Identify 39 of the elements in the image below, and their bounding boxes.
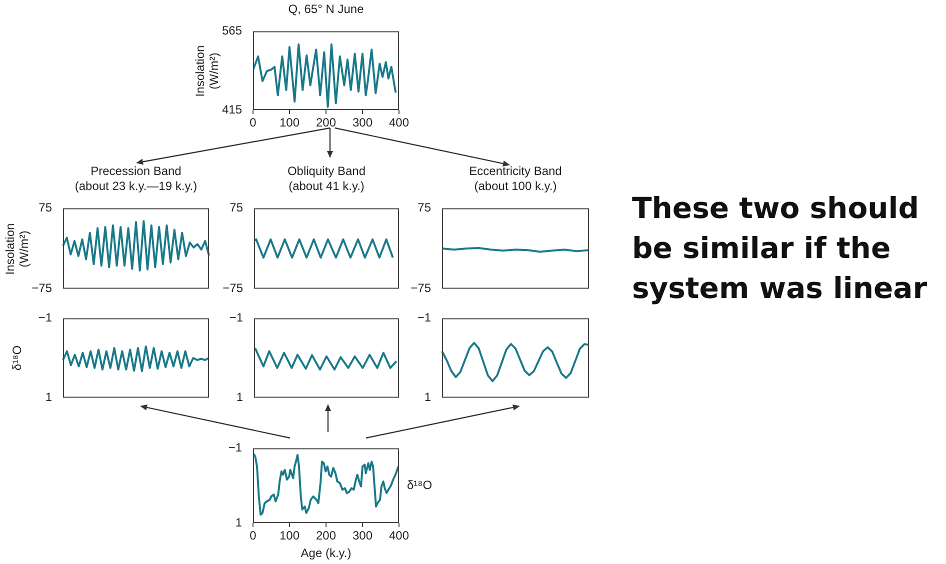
- y-tick-label: 1: [424, 390, 432, 404]
- x-axis-title: Age (k.y.): [300, 546, 352, 560]
- y-tick-label: −1: [229, 310, 244, 325]
- x-tick-label: 400: [388, 116, 410, 130]
- y-tick-label: 1: [236, 390, 244, 404]
- chart-title: Obliquity Band: [286, 164, 367, 179]
- y-tick-label: −75: [222, 281, 244, 296]
- chart-subtitle: (about 23 k.y.—19 k.y.): [74, 179, 198, 194]
- y-tick-label: −75: [410, 281, 432, 296]
- x-tick-label: 200: [316, 116, 336, 130]
- text: These two should be similar if the system was linear: [632, 190, 928, 307]
- y-tick-label: −1: [417, 310, 432, 325]
- y-axis-title: Insolation (W/m²): [2, 222, 32, 276]
- x-tick-label: 100: [279, 528, 300, 543]
- y-tick-label: 565: [222, 24, 242, 38]
- y-tick-label: −75: [32, 281, 52, 296]
- y-axis-title: Insolation (W/m²): [192, 44, 222, 98]
- chart-subtitle: (about 100 k.y.): [474, 179, 557, 193]
- x-tick-label: 100: [279, 116, 300, 130]
- x-tick-label: 300: [352, 528, 373, 543]
- y-tick-label: 1: [45, 390, 52, 404]
- chart-title: Precession Band: [90, 164, 182, 179]
- x-tick-label: 0: [250, 528, 257, 543]
- y-tick-label: −1: [38, 310, 52, 325]
- y-tick-label: 75: [38, 200, 52, 215]
- x-tick-label: 0: [250, 116, 257, 130]
- chart-title: Eccentricity Band: [468, 164, 563, 179]
- x-tick-label: 200: [316, 528, 336, 543]
- x-tick-label: 400: [388, 528, 410, 543]
- y-tick-label: 75: [230, 200, 244, 215]
- y-tick-label: 75: [418, 200, 432, 215]
- chart-title: Q, 65° N June: [287, 2, 365, 17]
- y-tick-label: 1: [235, 515, 242, 530]
- x-tick-label: 300: [352, 116, 373, 130]
- chart-subtitle: (about 41 k.y.): [288, 179, 364, 193]
- y-tick-label: −1: [228, 440, 242, 455]
- y-axis-title: δ¹⁸O: [407, 478, 432, 492]
- y-tick-label: 415: [222, 102, 242, 116]
- y-axis-title: δ¹⁸O: [9, 344, 25, 373]
